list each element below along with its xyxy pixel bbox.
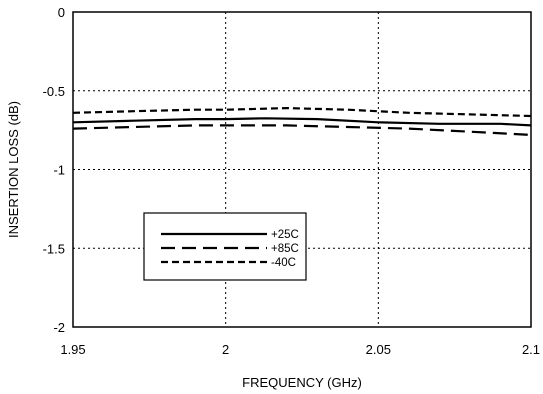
y-tick-label: -1 (53, 163, 65, 178)
y-tick-label: 0 (58, 5, 65, 20)
y-axis-label: INSERTION LOSS (dB) (6, 101, 21, 238)
x-tick-label: 1.95 (60, 342, 85, 357)
y-tick-label: -0.5 (43, 84, 65, 99)
plot-frame (72, 11, 532, 328)
series-line-1 (72, 124, 532, 136)
y-tick-label: -1.5 (43, 241, 65, 256)
series-line-0 (72, 117, 532, 127)
axis-ticks: 1.95 2 2.05 2.1 0 -0.5 -1 -1.5 -2 (43, 5, 540, 357)
series-line-2 (72, 106, 532, 118)
x-axis-label: FREQUENCY (GHz) (242, 375, 362, 390)
x-tick-label: 2.1 (522, 342, 540, 357)
y-tick-label: -2 (53, 320, 65, 335)
legend: +25C +85C -40C (143, 212, 307, 281)
x-tick-label: 2.05 (366, 342, 391, 357)
legend-box (143, 212, 307, 281)
legend-label-plus25c: +25C (271, 229, 299, 241)
x-tick-label: 2 (222, 342, 229, 357)
legend-label-plus85c: +85C (271, 243, 299, 255)
series-lines (72, 106, 532, 136)
legend-label-minus40c: -40C (271, 257, 296, 269)
